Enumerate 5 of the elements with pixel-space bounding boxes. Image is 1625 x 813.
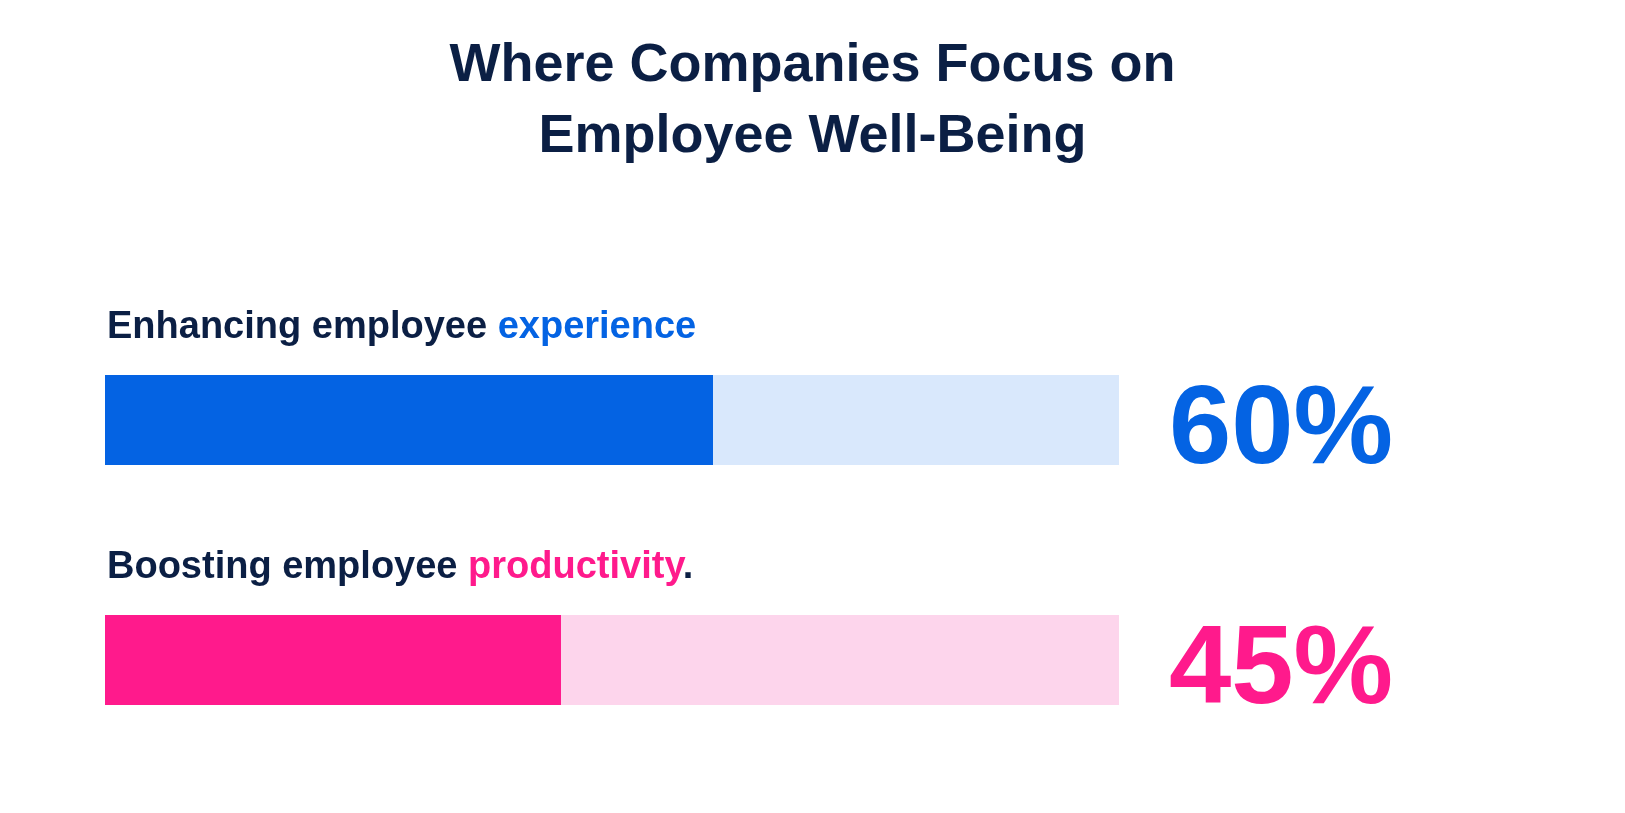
data-label: 60%	[1169, 362, 1394, 487]
data-label: 45%	[1169, 602, 1394, 727]
y-tick-label: Enhancing employee experience	[107, 304, 697, 346]
y-tick-label: Boosting employee productivity.	[107, 544, 694, 586]
chart-title: Where Companies Focus on Employee Well-Being	[449, 32, 1176, 163]
